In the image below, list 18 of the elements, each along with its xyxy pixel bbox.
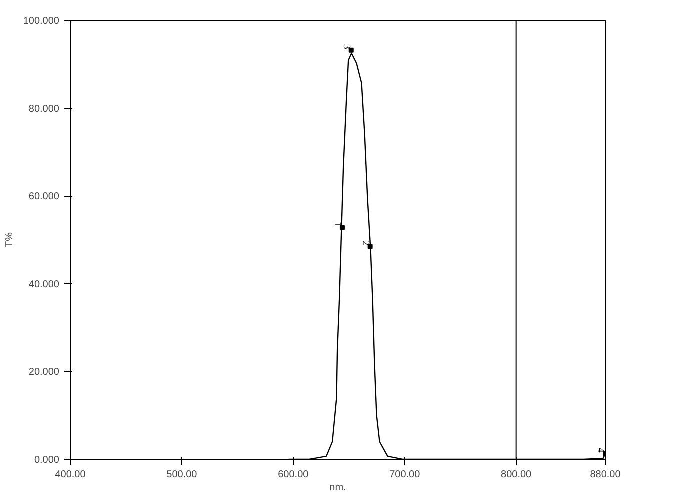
x-tick-label: 500.00 <box>166 470 198 480</box>
annotation: 1 <box>332 222 343 227</box>
x-tick-label: 600.00 <box>278 470 310 480</box>
annotation: 3 <box>340 44 352 50</box>
y-tick-label: 20.000 <box>28 367 60 378</box>
x-tick-label: 400.00 <box>55 470 86 480</box>
y-tick-label: 0.000 <box>34 455 60 466</box>
x-tick-label: 800.00 <box>501 470 532 480</box>
x-axis-title: nm. <box>330 482 346 494</box>
annotation: 2 <box>360 240 371 246</box>
y-tick-label: 100.000 <box>23 16 60 27</box>
y-tick-label: 80.000 <box>28 104 60 115</box>
x-tick-label: 700.00 <box>390 470 421 480</box>
y-tick-label: 60.000 <box>28 192 60 203</box>
x-tick-label: 880.00 <box>590 470 622 480</box>
y-tick-label: 40.000 <box>28 279 60 290</box>
y-axis-title: T% <box>4 232 16 248</box>
annotation: 4 <box>595 448 606 453</box>
